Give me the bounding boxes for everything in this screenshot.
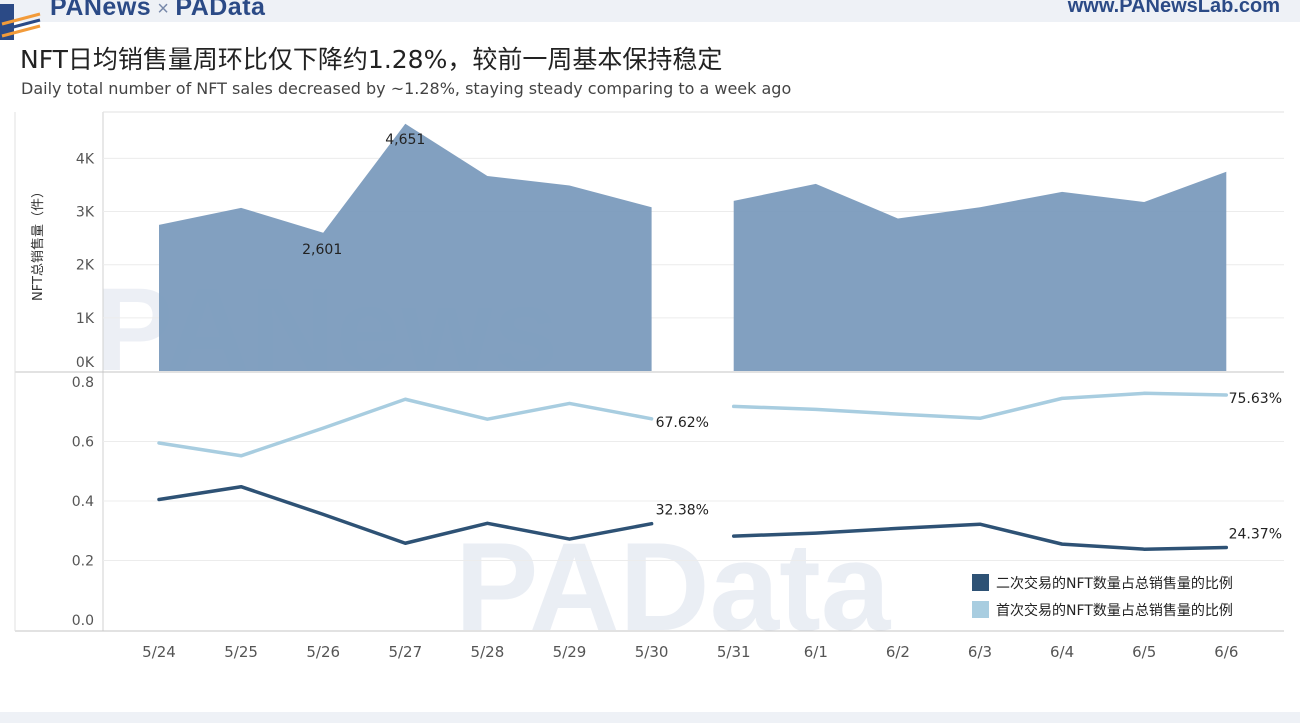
legend-swatch-2 — [972, 601, 989, 618]
area-ylabel: NFT总销售量（件） — [30, 185, 46, 301]
series-2-line-segment-1 — [157, 397, 654, 458]
xtick-label: 5/28 — [471, 643, 505, 661]
watermark-padata: PAData — [455, 518, 892, 657]
area-ytick-label: 4K — [76, 151, 95, 167]
legend-label-1: 二次交易的NFT数量占总销售量的比例 — [996, 575, 1233, 592]
panews-logo-icon — [0, 4, 41, 40]
legend-swatch-1 — [972, 574, 989, 591]
line-data-label: 67.62% — [656, 415, 709, 431]
xtick-label: 5/31 — [717, 643, 751, 661]
xtick-label: 5/26 — [306, 643, 340, 661]
series-2-line-segment-2 — [731, 391, 1229, 421]
line-ytick-label: 0.6 — [72, 435, 94, 451]
area-data-label: 2,601 — [302, 242, 342, 258]
chart-title: NFT日均销售量周环比仅下降约1.28%，较前一周基本保持稳定 — [20, 45, 723, 74]
xtick-label: 6/2 — [886, 643, 910, 661]
brand-separator: × — [157, 0, 170, 20]
brand-panews: PANews — [50, 0, 152, 21]
area-segment-2 — [733, 171, 1227, 371]
xtick-label: 6/6 — [1214, 643, 1238, 661]
brand-padata: PAData — [175, 0, 266, 21]
xtick-label: 6/4 — [1050, 643, 1074, 661]
area-segment-1 — [159, 123, 652, 371]
line-ytick-label: 0.8 — [72, 375, 94, 391]
xtick-label: 5/30 — [635, 643, 669, 661]
area-ytick-label: 1K — [76, 311, 95, 327]
area-data-label: 4,651 — [385, 132, 425, 148]
area-ytick-label: 3K — [76, 205, 95, 221]
site-url: www.PANewsLab.com — [1067, 0, 1280, 17]
chart-subtitle: Daily total number of NFT sales decrease… — [21, 79, 792, 98]
xtick-label: 5/25 — [224, 643, 258, 661]
line-data-label: 24.37% — [1229, 526, 1282, 542]
header-bar — [0, 0, 1300, 22]
area-ytick-label: 0K — [76, 355, 95, 371]
xtick-label: 5/24 — [142, 643, 176, 661]
line-ytick-label: 0.2 — [72, 554, 94, 570]
line-data-label: 32.38% — [656, 503, 709, 519]
series-1-line-segment-1 — [157, 484, 654, 545]
line-data-label: 75.63% — [1229, 391, 1282, 407]
footer-bar — [0, 712, 1300, 723]
brand-title: PANews × PAData — [50, 0, 265, 22]
xtick-label: 6/1 — [804, 643, 828, 661]
area-ytick-label: 2K — [76, 258, 95, 274]
legend-label-2: 首次交易的NFT数量占总销售量的比例 — [996, 602, 1233, 619]
line-ytick-label: 0.0 — [72, 613, 94, 629]
xtick-label: 6/3 — [968, 643, 992, 661]
xtick-label: 5/27 — [388, 643, 422, 661]
xtick-label: 6/5 — [1132, 643, 1156, 661]
series-1-line-segment-2 — [731, 522, 1229, 551]
line-ytick-label: 0.4 — [72, 494, 94, 510]
xtick-label: 5/29 — [553, 643, 587, 661]
